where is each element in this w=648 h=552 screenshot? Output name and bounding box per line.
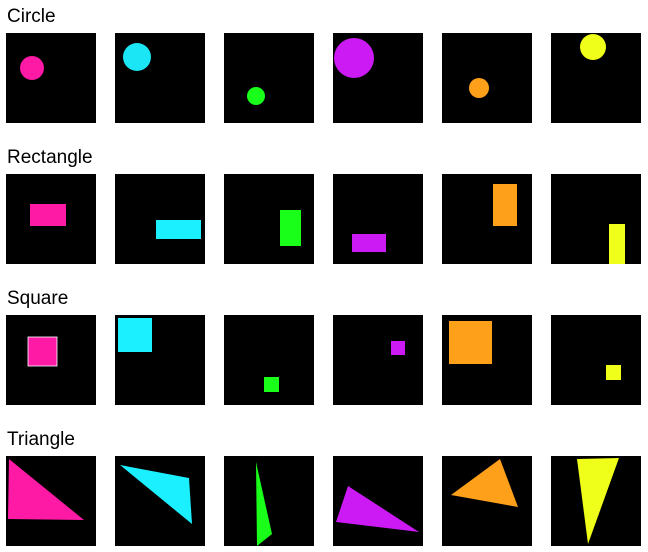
circle-tile-3	[224, 33, 314, 123]
triangle-tile-6	[551, 456, 641, 546]
triangle-tile-4	[333, 456, 423, 546]
rectangle-tile-6	[551, 174, 641, 264]
triangle-shape	[120, 465, 192, 524]
triangle-shape	[336, 486, 419, 532]
triangle-tile-1	[6, 456, 96, 546]
circle-shape	[123, 43, 151, 71]
square-shape	[28, 337, 57, 366]
square-tile-3	[224, 315, 314, 405]
triangle-shape	[577, 458, 619, 544]
square-shape	[449, 321, 492, 364]
rectangle-shape	[156, 220, 201, 239]
triangle-tile-2	[115, 456, 205, 546]
square-shape	[391, 341, 405, 355]
triangle-tile-5	[442, 456, 532, 546]
square-tile-5	[442, 315, 532, 405]
triangle-shape	[8, 459, 84, 520]
row-label-square: Square	[7, 289, 68, 308]
rectangle-tile-4	[333, 174, 423, 264]
circle-shape	[334, 38, 374, 78]
row-label-rectangle: Rectangle	[7, 148, 93, 167]
square-shape	[264, 377, 279, 392]
rectangle-tile-2	[115, 174, 205, 264]
rectangle-shape	[493, 184, 517, 226]
square-tile-6	[551, 315, 641, 405]
rectangle-shape	[30, 204, 66, 226]
square-tile-2	[115, 315, 205, 405]
rectangle-tile-5	[442, 174, 532, 264]
triangle-shape	[256, 462, 272, 546]
triangle-shape	[451, 459, 518, 507]
circle-tile-4	[333, 33, 423, 123]
circle-shape	[247, 87, 265, 105]
circle-tile-2	[115, 33, 205, 123]
circle-shape	[580, 34, 606, 60]
row-label-triangle: Triangle	[7, 430, 75, 449]
circle-shape	[20, 56, 44, 80]
rectangle-shape	[609, 224, 625, 264]
square-tile-4	[333, 315, 423, 405]
triangle-tile-3	[224, 456, 314, 546]
rectangle-shape	[352, 234, 386, 252]
circle-tile-5	[442, 33, 532, 123]
circle-tile-1	[6, 33, 96, 123]
square-tile-1	[6, 315, 96, 405]
rectangle-tile-3	[224, 174, 314, 264]
rectangle-tile-1	[6, 174, 96, 264]
square-shape	[606, 365, 621, 380]
circle-shape	[469, 78, 489, 98]
square-shape	[118, 318, 152, 352]
circle-tile-6	[551, 33, 641, 123]
row-label-circle: Circle	[7, 7, 56, 26]
rectangle-shape	[280, 210, 301, 246]
